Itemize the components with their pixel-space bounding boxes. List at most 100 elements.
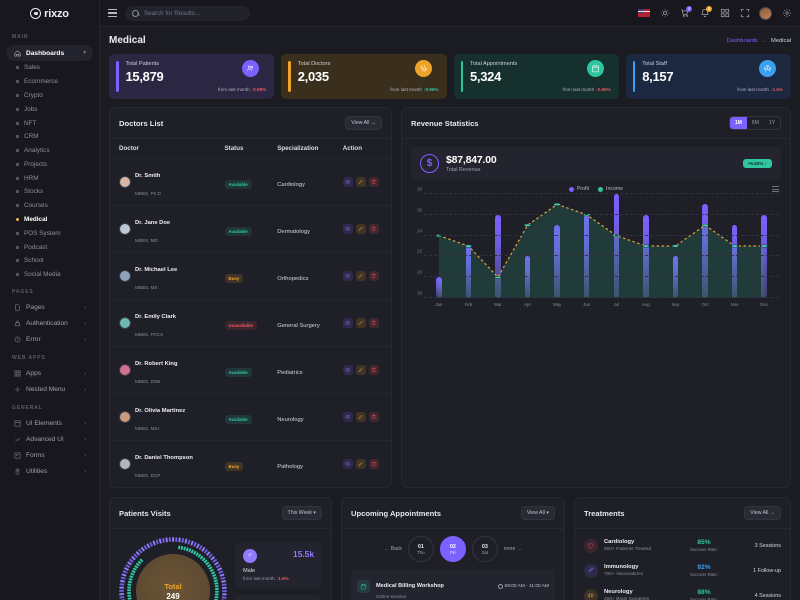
sidebar-item-crm[interactable]: CRM (6, 130, 93, 144)
fullscreen-icon[interactable] (739, 8, 750, 19)
table-row[interactable]: Dr. Olivia Martinez MBBS, MSc Available … (110, 393, 391, 441)
sidebar-item-error[interactable]: Error › (6, 332, 93, 348)
edit-icon[interactable] (355, 224, 366, 234)
sidebar-item-sales[interactable]: Sales (6, 61, 93, 75)
sidebar-item-pages[interactable]: Pages › (6, 300, 93, 316)
search-input[interactable] (144, 9, 243, 17)
sidebar-item-stocks[interactable]: Stocks (6, 185, 93, 199)
sidebar-item-school[interactable]: School (6, 254, 93, 268)
sidebar-item-jobs[interactable]: Jobs (6, 102, 93, 116)
view-icon[interactable] (342, 177, 353, 187)
sidebar-item-social-media[interactable]: Social Media (6, 268, 93, 282)
chart-menu-icon[interactable] (772, 186, 779, 193)
cart-icon[interactable]: 4 (679, 5, 692, 19)
view-icon[interactable] (342, 224, 353, 234)
table-row[interactable]: Dr. Daniel Thompson MBBS, DCP Busy Patho… (110, 440, 391, 487)
apps-grid-icon[interactable] (719, 8, 730, 19)
edit-icon[interactable] (355, 459, 366, 469)
sidebar-item-authentication[interactable]: Authentication › (6, 316, 93, 332)
view-icon[interactable] (342, 459, 353, 469)
sidebar-item-forms[interactable]: Forms › (6, 448, 93, 464)
sidebar-item-projects[interactable]: Projects (6, 157, 93, 171)
sidebar-item-label: Authentication (26, 320, 68, 327)
sidebar-item-nft[interactable]: NFT (6, 116, 93, 130)
sidebar-item-hrm[interactable]: HRM (6, 171, 93, 185)
table-row[interactable]: Dr. Smith MBBS, Ph.D Available Cardiolog… (110, 158, 391, 206)
brand-logo[interactable]: rixzo (0, 0, 99, 27)
sidebar-item-ui-elements[interactable]: UI Elements › (6, 416, 93, 432)
table-row[interactable]: Dr. Robert King MBBS, DNB Available Pedi… (110, 346, 391, 394)
day-01[interactable]: 01 Thu (407, 536, 434, 562)
donut-tick (119, 586, 125, 589)
day-03[interactable]: 03 Sat (471, 536, 498, 562)
view-icon[interactable] (342, 318, 353, 328)
stat-card-1[interactable]: Total Doctors 2,035 from last month ↑0.9… (281, 54, 447, 99)
edit-icon[interactable] (355, 318, 366, 328)
edit-icon[interactable] (355, 177, 366, 187)
list-item[interactable]: Cardiology 500+ Patients Treated 85% Suc… (584, 533, 781, 558)
treatments-view-all-button[interactable]: View All → (744, 506, 781, 520)
sidebar-item-crypto[interactable]: Crypto (6, 89, 93, 103)
range-6M[interactable]: 6M (751, 120, 759, 126)
sidebar-item-podcast[interactable]: Podcast (6, 240, 93, 254)
delete-icon[interactable] (368, 177, 379, 187)
table-row[interactable]: Dr. Emily Clark MBBS, FRCS Unavailable G… (110, 299, 391, 347)
sidebar-item-dashboards[interactable]: Dashboards ▾ (6, 45, 93, 61)
view-icon[interactable] (342, 271, 353, 281)
sidebar-item-courses[interactable]: Courses (6, 199, 93, 213)
bar-column-Dec (749, 194, 779, 298)
delete-icon[interactable] (368, 318, 379, 328)
avatar (119, 270, 131, 282)
menu-toggle-icon[interactable] (108, 9, 117, 17)
list-item[interactable]: Medical Billing Workshop Online session … (351, 569, 555, 600)
day-weekday: Thu (417, 549, 425, 555)
doctors-view-all-button[interactable]: View All → (345, 116, 382, 130)
edit-icon[interactable] (355, 412, 366, 422)
day-02[interactable]: 02 Fri (439, 536, 466, 562)
visits-range-dropdown[interactable]: This Week ▾ (281, 506, 322, 520)
avatar[interactable] (759, 6, 772, 20)
list-item[interactable]: Neurology 300+ Brain Surgeries 88% Succe… (584, 583, 781, 600)
sidebar-item-pos-system[interactable]: POS System (6, 226, 93, 240)
sidebar-item-ecommerce[interactable]: Ecommerce (6, 75, 93, 89)
breadcrumb-root[interactable]: Dashboards (726, 37, 758, 44)
sidebar-item-medical[interactable]: Medical (6, 213, 93, 227)
sidebar-item-apps[interactable]: Apps › (6, 366, 93, 382)
donut-tick-inner (126, 589, 132, 592)
sidebar-item-nested-menu[interactable]: Nested Menu › (6, 382, 93, 398)
appointments-view-all-button[interactable]: View All ▾ (520, 506, 555, 520)
sidebar-item-utilities[interactable]: Utilities › (6, 464, 93, 480)
delete-icon[interactable] (368, 271, 379, 281)
stat-card-2[interactable]: Total Appointments 5,324 from last month… (453, 54, 619, 99)
settings-gear-icon[interactable] (781, 8, 792, 19)
action-cell (333, 393, 391, 441)
delete-icon[interactable] (368, 365, 379, 375)
view-icon[interactable] (342, 365, 353, 375)
notification-bell-icon[interactable]: 6 (699, 5, 712, 19)
chart-point (523, 223, 533, 227)
appointments-more-button[interactable]: more → (503, 546, 522, 552)
delete-icon[interactable] (368, 224, 379, 234)
table-row[interactable]: Dr. Jane Doe MBBS, MD Available Dermatol… (110, 205, 391, 253)
delete-icon[interactable] (368, 412, 379, 422)
sidebar-item-analytics[interactable]: Analytics (6, 144, 93, 158)
range-1Y[interactable]: 1Y (768, 120, 775, 126)
sidebar-item-label: Forms (26, 452, 45, 459)
view-icon[interactable] (342, 412, 353, 422)
sidebar-item-advanced-ui[interactable]: Advanced UI › (6, 432, 93, 448)
list-item[interactable]: Immunology 700+ Vaccinations 92% Success… (584, 558, 781, 583)
chart-point (641, 244, 651, 248)
range-1M[interactable]: 1M (729, 117, 747, 129)
stat-icon-circle (586, 60, 604, 77)
stat-card-0[interactable]: Total Patients 15,879 from last month ↓0… (109, 54, 275, 99)
edit-icon[interactable] (355, 365, 366, 375)
appointments-back-button[interactable]: ← Back (384, 546, 402, 552)
theme-toggle-icon[interactable] (659, 8, 670, 19)
specialization-cell: Orthopedics (268, 252, 334, 300)
language-flag-icon[interactable] (638, 9, 650, 17)
edit-icon[interactable] (355, 271, 366, 281)
stat-card-3[interactable]: Total Staff 8,157 from last month ↓1.6% (625, 54, 791, 99)
delete-icon[interactable] (368, 459, 379, 469)
global-search[interactable] (125, 5, 250, 21)
table-row[interactable]: Dr. Michael Lee MBBS, MS Busy Orthopedic… (110, 252, 391, 300)
